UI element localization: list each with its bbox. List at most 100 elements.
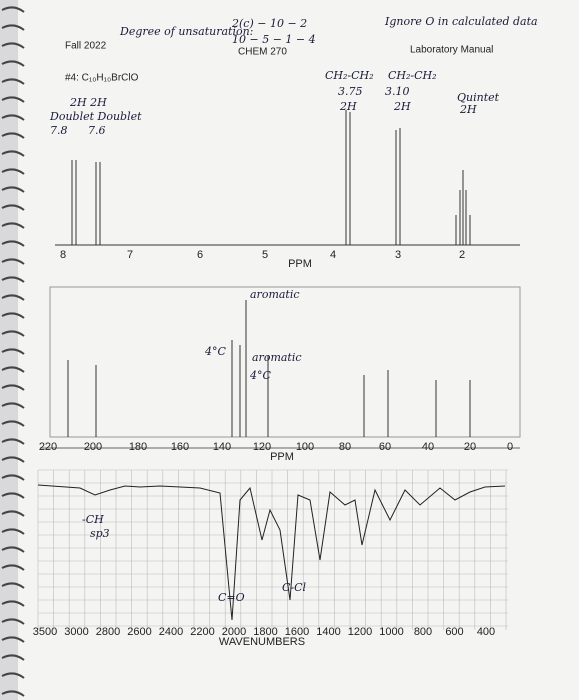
ring (1, 438, 25, 445)
tick-label: 6 (197, 249, 203, 261)
tick-label: 1800 (253, 626, 277, 638)
tick-label: 2600 (127, 626, 151, 638)
note: 10 − 5 − 1 − 4 (232, 33, 316, 46)
ring (1, 168, 25, 175)
ring (1, 474, 25, 481)
annotation: 3.10 (385, 85, 410, 98)
annotation: 2H (393, 100, 411, 113)
ring (1, 114, 25, 121)
ring (1, 240, 25, 247)
tick-label: 60 (379, 441, 391, 453)
tick-label: 1400 (316, 626, 340, 638)
ring (1, 186, 25, 193)
ring (1, 582, 25, 589)
tick-label: 0 (507, 441, 513, 453)
tick-label: 180 (129, 441, 147, 453)
ring (1, 294, 25, 301)
ring (1, 618, 25, 625)
ring (1, 258, 25, 265)
annotation: aromatic (250, 288, 300, 301)
ring (1, 96, 25, 103)
ring (1, 150, 25, 157)
annotation: 4°C (249, 369, 271, 382)
annotation: CH₂-CH₂ (325, 69, 374, 82)
annotation: C-Cl (282, 581, 307, 594)
annotation: -CH (82, 513, 104, 526)
ring (1, 636, 25, 643)
ring (1, 78, 25, 85)
annotation: Doublet Doublet (49, 110, 142, 123)
tick-label: 8 (60, 249, 66, 261)
annotation: sp3 (90, 527, 110, 540)
axis-label: PPM (288, 258, 312, 270)
ring (1, 384, 25, 391)
c-nmr-spectrum (49, 286, 521, 438)
ring (1, 510, 25, 517)
ring (1, 276, 25, 283)
annotation: 7.8 (50, 124, 68, 137)
compound: #4: C₁₀H₁₀BrClO (65, 73, 139, 84)
ring (1, 24, 25, 31)
annotation: 2H 2H (69, 96, 107, 109)
ring (1, 60, 25, 67)
tick-label: 1000 (379, 626, 403, 638)
ring (1, 546, 25, 553)
ring (1, 222, 25, 229)
course: Fall 2022 (65, 41, 107, 52)
annotation: 2H (459, 103, 477, 116)
tick-label: 80 (339, 441, 351, 453)
tick-label: 400 (477, 626, 495, 638)
tick-label: 120 (253, 441, 271, 453)
tick-label: 2 (459, 249, 465, 261)
tick-label: 2000 (222, 626, 246, 638)
ring (1, 348, 25, 355)
ring (1, 672, 25, 679)
tick-label: 20 (464, 441, 476, 453)
ring (1, 456, 25, 463)
tick-label: 5 (262, 249, 268, 261)
manual-title: Laboratory Manual (410, 45, 493, 56)
ring (1, 312, 25, 319)
axis-label: WAVENUMBERS (219, 636, 305, 648)
course-code: CHEM 270 (238, 47, 287, 58)
annotation: 2H (339, 100, 357, 113)
ring (1, 366, 25, 373)
note: Degree of unsaturation: (119, 25, 253, 38)
tick-label: 2200 (190, 626, 214, 638)
ring (1, 330, 25, 337)
tick-label: 1600 (285, 626, 309, 638)
ring (1, 564, 25, 571)
ring (1, 492, 25, 499)
annotation: Quintet (457, 91, 500, 104)
tick-label: 3 (395, 249, 401, 261)
ring (1, 42, 25, 49)
annotation: aromatic (252, 351, 302, 364)
annotation: 4°C (204, 345, 226, 358)
tick-label: 1200 (348, 626, 372, 638)
annotation: CH₂-CH₂ (388, 69, 437, 82)
ring (1, 204, 25, 211)
ir-spectrum (37, 469, 508, 630)
spiral-binding (1, 6, 25, 697)
tick-label: 2400 (159, 626, 183, 638)
ring (1, 6, 25, 13)
tick-label: 100 (296, 441, 314, 453)
ring (1, 690, 25, 697)
tick-label: 200 (84, 441, 102, 453)
tick-label: 160 (171, 441, 189, 453)
tick-label: 2800 (96, 626, 120, 638)
annotation: 7.6 (88, 124, 106, 137)
tick-label: 7 (127, 249, 133, 261)
h-nmr-spectrum (55, 110, 520, 246)
paper (18, 0, 579, 700)
tick-label: 140 (213, 441, 231, 453)
ring (1, 132, 25, 139)
ring (1, 402, 25, 409)
axis-label: PPM (270, 451, 294, 463)
ring (1, 528, 25, 535)
note: 2(c) − 10 − 2 (231, 17, 307, 30)
annotation: 3.75 (338, 85, 363, 98)
ring (1, 600, 25, 607)
tick-label: 4 (330, 249, 336, 261)
